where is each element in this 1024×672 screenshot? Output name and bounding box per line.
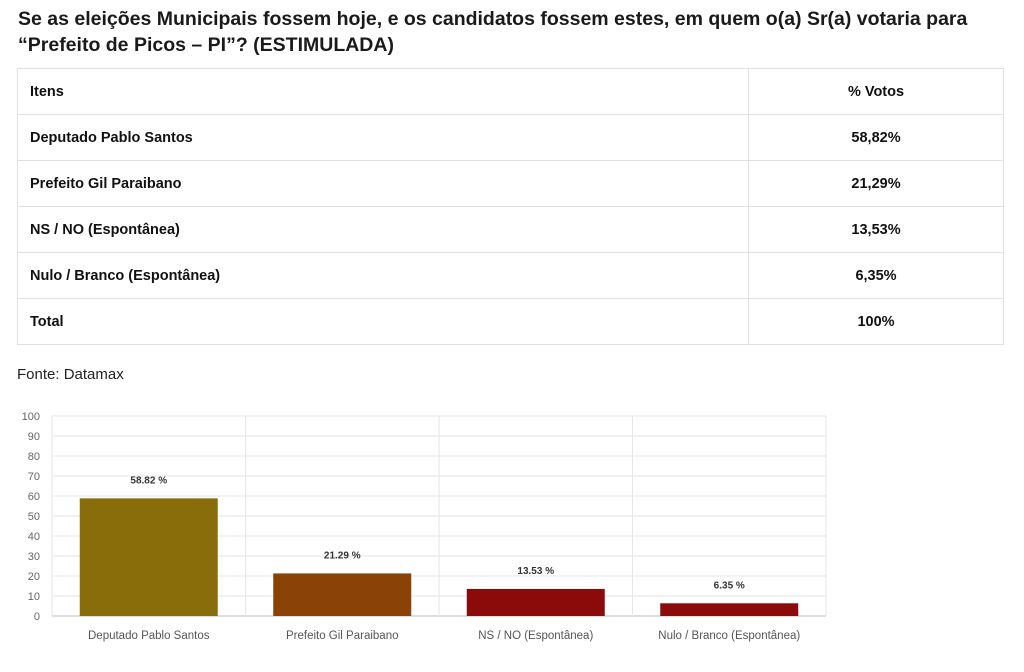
chart-labels: 0 10 20 30 40 50 60 70 80 90 100 58.82 % Deputado Pa… bbox=[22, 411, 801, 642]
bar bbox=[79, 498, 218, 616]
y-tick-label: 80 bbox=[28, 451, 40, 463]
bar-chart: 0 10 20 30 40 50 60 70 80 90 100 58.82 % Deputado Pa… bbox=[22, 411, 827, 642]
bar-value-label: 6.35 % bbox=[714, 580, 745, 591]
source-note: Fonte: Datamax bbox=[17, 366, 124, 383]
row-pct: 58,82% bbox=[748, 114, 1004, 161]
x-category-label: Prefeito Gil Paraibano bbox=[286, 630, 399, 642]
bar bbox=[466, 588, 605, 616]
row-pct: 21,29% bbox=[748, 160, 1004, 207]
bar-value-label: 58.82 % bbox=[130, 475, 167, 486]
question-title: Se as eleições Municipais fossem hoje, e… bbox=[18, 8, 968, 56]
y-tick-label: 30 bbox=[28, 551, 40, 563]
x-category-label: Deputado Pablo Santos bbox=[88, 630, 210, 642]
bar bbox=[660, 603, 799, 616]
table-total-row: Total 100% bbox=[17, 298, 1004, 345]
y-tick-label: 90 bbox=[28, 431, 40, 443]
y-tick-label: 0 bbox=[34, 611, 40, 623]
row-item: Deputado Pablo Santos bbox=[17, 114, 749, 161]
header-item: Itens bbox=[17, 68, 749, 115]
y-tick-label: 20 bbox=[28, 571, 40, 583]
table-row: Nulo / Branco (Espontânea) 6,35% bbox=[17, 252, 1004, 299]
total-label: Total bbox=[17, 298, 749, 345]
row-item: NS / NO (Espontânea) bbox=[17, 206, 749, 253]
y-tick-label: 100 bbox=[22, 411, 40, 423]
table-row: NS / NO (Espontânea) 13,53% bbox=[17, 206, 1004, 253]
y-tick-label: 60 bbox=[28, 491, 40, 503]
y-tick-label: 10 bbox=[28, 591, 40, 603]
table-row: Prefeito Gil Paraibano 21,29% bbox=[17, 160, 1004, 207]
bar-value-label: 21.29 % bbox=[324, 550, 361, 561]
bar bbox=[273, 573, 412, 616]
y-tick-label: 40 bbox=[28, 531, 40, 543]
header-pct: % Votos bbox=[748, 68, 1004, 115]
table-header-row: Itens % Votos bbox=[17, 68, 1004, 115]
chart-bars bbox=[79, 498, 799, 616]
bar-value-label: 13.53 % bbox=[517, 566, 554, 577]
row-pct: 6,35% bbox=[748, 252, 1004, 299]
y-tick-label: 50 bbox=[28, 511, 40, 523]
table-row: Deputado Pablo Santos 58,82% bbox=[17, 114, 1004, 161]
x-category-label: NS / NO (Espontânea) bbox=[478, 630, 593, 642]
row-pct: 13,53% bbox=[748, 206, 1004, 253]
y-tick-label: 70 bbox=[28, 471, 40, 483]
results-table: Itens % Votos Deputado Pablo Santos 58,8… bbox=[17, 68, 1004, 345]
row-item: Nulo / Branco (Espontânea) bbox=[17, 252, 749, 299]
total-pct: 100% bbox=[748, 298, 1004, 345]
row-item: Prefeito Gil Paraibano bbox=[17, 160, 749, 207]
x-category-label: Nulo / Branco (Espontânea) bbox=[658, 630, 800, 642]
